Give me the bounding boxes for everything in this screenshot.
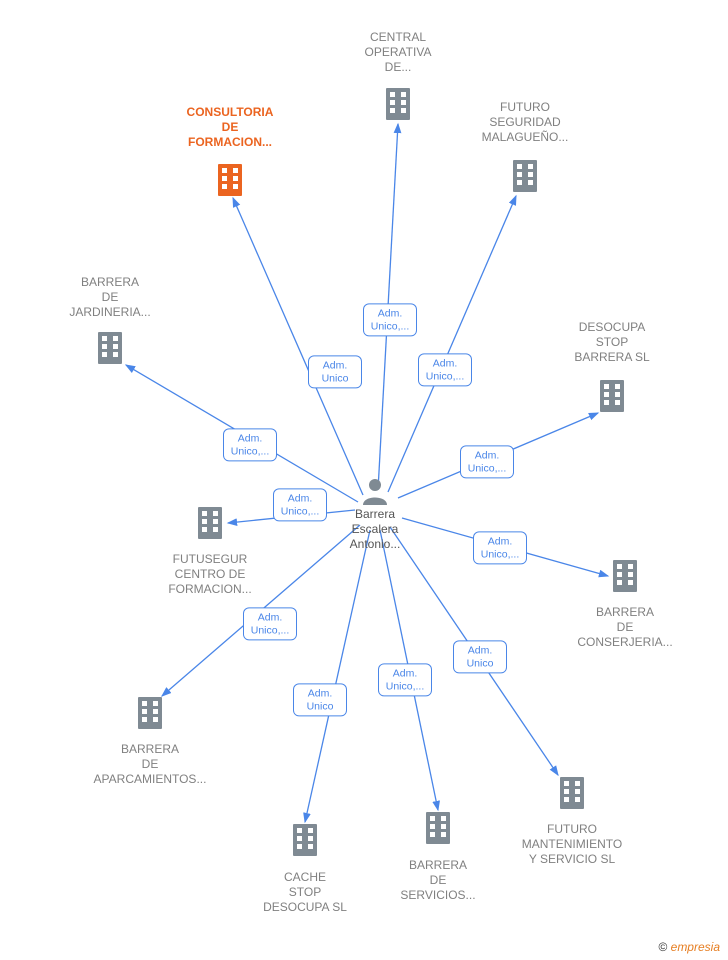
edge-label: Adm. Unico,... [243, 607, 297, 640]
center-person-label: Barrera Escalera Antonio... [315, 507, 435, 552]
edge-label: Adm. Unico,... [223, 428, 277, 461]
company-label: FUTUSEGUR CENTRO DE FORMACION... [140, 552, 280, 597]
building-icon[interactable] [289, 822, 321, 858]
building-icon[interactable] [509, 158, 541, 194]
company-node[interactable]: FUTURO SEGURIDAD MALAGUEÑO... [455, 100, 595, 145]
edge-label: Adm. Unico,... [363, 303, 417, 336]
company-label: BARRERA DE JARDINERIA... [40, 275, 180, 320]
company-node[interactable]: DESOCUPA STOP BARRERA SL [542, 320, 682, 365]
building-icon[interactable] [134, 695, 166, 731]
building-icon[interactable] [609, 558, 641, 594]
company-node[interactable]: BARRERA DE APARCAMIENTOS... [80, 742, 220, 787]
company-label: CONSULTORIA DE FORMACION... [160, 105, 300, 150]
edge-label: Adm. Unico,... [460, 445, 514, 478]
copyright-symbol: © [658, 940, 667, 954]
center-person-node[interactable]: Barrera Escalera Antonio... [315, 505, 435, 552]
building-icon[interactable] [556, 775, 588, 811]
brand-name: empresia [671, 940, 720, 954]
company-node[interactable]: BARRERA DE JARDINERIA... [40, 275, 180, 320]
company-node[interactable]: BARRERA DE CONSERJERIA... [555, 605, 695, 650]
building-icon[interactable] [382, 86, 414, 122]
company-label: CENTRAL OPERATIVA DE... [328, 30, 468, 75]
edge-label: Adm. Unico,... [418, 353, 472, 386]
edge-label: Adm. Unico,... [378, 663, 432, 696]
edge [305, 530, 370, 822]
company-label: BARRERA DE SERVICIOS... [368, 858, 508, 903]
company-label: DESOCUPA STOP BARRERA SL [542, 320, 682, 365]
edge-label: Adm. Unico [293, 683, 347, 716]
company-node[interactable]: CACHE STOP DESOCUPA SL [235, 870, 375, 915]
person-icon[interactable] [361, 477, 389, 507]
building-icon[interactable] [194, 505, 226, 541]
company-node[interactable]: FUTUSEGUR CENTRO DE FORMACION... [140, 552, 280, 597]
edge-label: Adm. Unico,... [473, 531, 527, 564]
building-icon[interactable] [596, 378, 628, 414]
edge-label: Adm. Unico [453, 640, 507, 673]
company-label: BARRERA DE APARCAMIENTOS... [80, 742, 220, 787]
company-node[interactable]: CONSULTORIA DE FORMACION... [160, 105, 300, 150]
building-icon[interactable] [422, 810, 454, 846]
company-label: FUTURO SEGURIDAD MALAGUEÑO... [455, 100, 595, 145]
company-node[interactable]: BARRERA DE SERVICIOS... [368, 858, 508, 903]
company-label: CACHE STOP DESOCUPA SL [235, 870, 375, 915]
company-label: BARRERA DE CONSERJERIA... [555, 605, 695, 650]
building-icon[interactable] [94, 330, 126, 366]
company-node[interactable]: CENTRAL OPERATIVA DE... [328, 30, 468, 75]
company-node[interactable]: FUTURO MANTENIMIENTO Y SERVICIO SL [502, 822, 642, 867]
edge-label: Adm. Unico [308, 355, 362, 388]
company-label: FUTURO MANTENIMIENTO Y SERVICIO SL [502, 822, 642, 867]
building-icon[interactable] [214, 162, 246, 198]
footer: © empresia [658, 940, 720, 954]
